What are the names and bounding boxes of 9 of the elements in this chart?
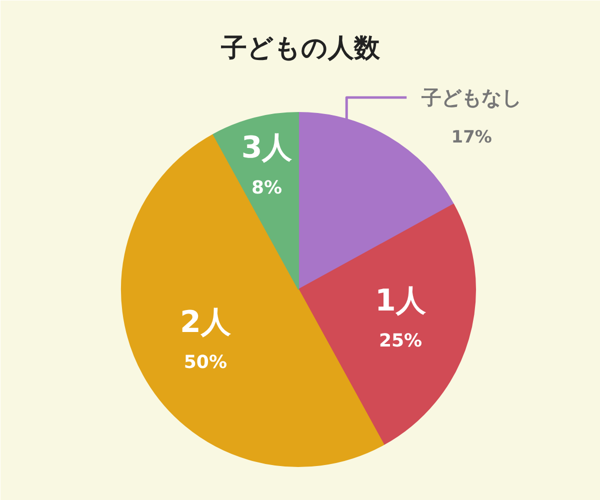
- data-label: 50%: [184, 352, 227, 374]
- slice-label: 子どもなし: [420, 86, 522, 110]
- data-label: 17%: [451, 128, 492, 148]
- slice-label: 1人: [375, 284, 427, 319]
- chart-title: 子どもの人数: [220, 34, 381, 64]
- slice-label: 2人: [180, 305, 232, 340]
- slice-label: 3人: [241, 130, 294, 166]
- data-label: 25%: [378, 330, 422, 352]
- data-label: 8%: [252, 178, 282, 199]
